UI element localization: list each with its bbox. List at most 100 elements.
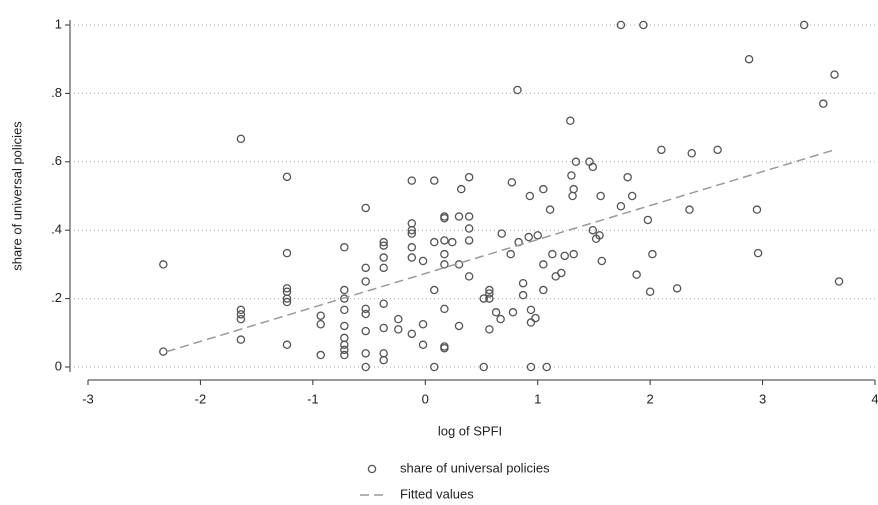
scatter-point xyxy=(526,305,536,315)
scatter-point xyxy=(361,304,370,314)
y-tick-label: .4 xyxy=(51,222,62,237)
scatter-point xyxy=(464,272,474,281)
scatter-point xyxy=(539,285,548,295)
scatter-point xyxy=(464,236,474,245)
scatter-point xyxy=(340,305,349,315)
scatter-point xyxy=(569,184,578,194)
scatter-point xyxy=(485,325,494,334)
scatter-point xyxy=(440,260,449,269)
scatter-point xyxy=(526,362,536,372)
scatter-point xyxy=(531,313,540,323)
scatter-point xyxy=(282,248,292,258)
scatter-point xyxy=(340,285,349,295)
x-tick-label: -1 xyxy=(307,391,319,406)
scatter-point xyxy=(340,340,349,350)
scatter-point xyxy=(340,321,349,331)
legend-symbol xyxy=(367,464,377,474)
scatter-point xyxy=(672,284,682,293)
scatter-point xyxy=(645,287,655,297)
scatter-point xyxy=(713,145,722,155)
scatter-point xyxy=(282,297,292,307)
scatter-point xyxy=(571,157,581,167)
scatter-point xyxy=(236,134,246,144)
scatter-point xyxy=(448,237,457,247)
x-tick-label: -2 xyxy=(195,391,207,406)
scatter-point xyxy=(407,225,417,235)
scatter-point xyxy=(430,285,439,295)
scatter-point xyxy=(407,229,417,238)
x-axis-label: log of SPFI xyxy=(438,423,502,438)
scatter-point xyxy=(616,20,626,30)
scatter-point xyxy=(539,260,548,269)
scatter-point xyxy=(282,284,292,293)
y-tick-label: 0 xyxy=(55,358,62,373)
scatter-point xyxy=(548,249,557,259)
scatter-point xyxy=(753,248,763,258)
scatter-point xyxy=(418,319,428,329)
scatter-point xyxy=(361,326,370,336)
scatter-point xyxy=(361,362,370,372)
scatter-point xyxy=(361,349,370,358)
scatter-point xyxy=(616,202,626,211)
scatter-point xyxy=(454,321,464,331)
scatter-point xyxy=(496,314,505,324)
y-axis-label: share of universal policies xyxy=(9,121,24,271)
scatter-point xyxy=(643,215,653,225)
scatter-point xyxy=(340,243,349,252)
scatter-point xyxy=(236,305,246,315)
scatter-point xyxy=(518,290,528,300)
scatter-point xyxy=(639,20,648,30)
scatter-point xyxy=(236,310,246,319)
scatter-point xyxy=(316,311,325,320)
scatter-point xyxy=(418,340,428,350)
scatter-point xyxy=(506,249,515,259)
scatter-point xyxy=(340,294,349,303)
scatter-point xyxy=(752,205,762,214)
scatter-point xyxy=(361,277,370,286)
scatter-point xyxy=(282,172,292,182)
scatter-point xyxy=(819,99,828,108)
scatter-point xyxy=(407,253,417,262)
y-tick-label: .6 xyxy=(51,153,62,168)
scatter-point xyxy=(485,289,494,298)
scatter-point xyxy=(525,191,535,201)
scatter-point xyxy=(524,232,533,242)
scatter-point xyxy=(567,171,576,180)
scatter-point xyxy=(379,299,388,308)
scatter-point xyxy=(542,362,551,372)
scatter-point xyxy=(687,148,696,158)
scatter-point xyxy=(595,231,604,240)
scatter-point xyxy=(623,172,632,182)
scatter-point xyxy=(361,263,370,273)
y-tick-label: 1 xyxy=(55,16,62,31)
scatter-point xyxy=(744,54,754,64)
scatter-point xyxy=(497,229,506,238)
scatter-point xyxy=(596,191,605,201)
scatter-point xyxy=(545,205,555,214)
scatter-point xyxy=(491,308,501,317)
x-tick-label: 4 xyxy=(871,391,878,406)
scatter-point xyxy=(440,343,449,353)
scatter-point xyxy=(379,237,388,247)
scatter-point xyxy=(407,176,417,185)
x-tick-label: 1 xyxy=(534,391,541,406)
scatter-point xyxy=(485,294,494,303)
x-tick-label: -3 xyxy=(82,391,94,406)
scatter-point xyxy=(440,236,449,245)
scatter-point xyxy=(657,145,666,155)
scatter-point xyxy=(407,243,417,252)
scatter-point xyxy=(394,314,403,324)
scatter-point xyxy=(588,162,598,172)
scatter-point xyxy=(513,85,522,95)
scatter-point xyxy=(485,285,494,295)
y-tick-label: .8 xyxy=(51,85,62,100)
scatter-point xyxy=(518,278,528,288)
x-tick-label: 0 xyxy=(422,391,429,406)
scatter-point xyxy=(507,178,517,187)
scatter-point xyxy=(440,249,449,259)
scatter-point xyxy=(830,70,839,79)
scatter-point xyxy=(632,270,641,279)
scatter-point xyxy=(479,362,488,372)
scatter-point xyxy=(464,212,474,221)
scatter-point xyxy=(597,256,607,266)
